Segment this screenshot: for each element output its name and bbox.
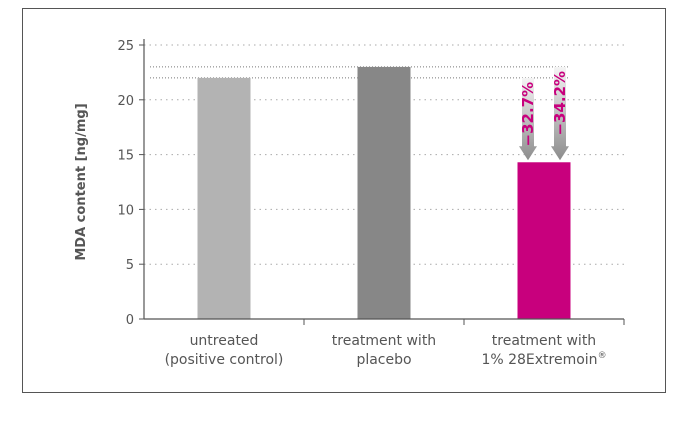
down-arrow-icon <box>551 66 569 161</box>
percentage-annotation: −32.7% <box>519 82 537 147</box>
y-tick-label: 10 <box>117 203 134 218</box>
category-label-line1: untreated <box>190 333 259 349</box>
percentage-annotation: −34.2% <box>551 71 569 136</box>
bar-1 <box>197 77 251 319</box>
y-tick-label: 15 <box>117 149 134 164</box>
category-label-line2: 1% 28Extremoin® <box>481 351 606 368</box>
y-tick-label: 5 <box>126 258 134 273</box>
bar-chart: 0 5 10 15 20 25 MDA content [ng/mg] untreated (… <box>74 39 625 368</box>
chart-frame: 0 5 10 15 20 25 MDA content [ng/mg] untreated (… <box>22 8 666 393</box>
category-label-line1: treatment with <box>332 333 436 349</box>
y-tick-label: 20 <box>117 94 134 109</box>
bar-3 <box>517 162 571 319</box>
y-tick-label: 0 <box>126 313 134 328</box>
registered-mark: ® <box>598 351 607 361</box>
bar-2 <box>357 66 411 319</box>
y-tick-label: 25 <box>117 39 134 54</box>
category-label-line1: treatment with <box>492 333 596 349</box>
category-label-line2: placebo <box>356 352 411 368</box>
down-arrow-icon <box>519 77 537 161</box>
category-label-line2: (positive control) <box>165 352 284 368</box>
y-axis-label: MDA content [ng/mg] <box>74 103 89 260</box>
